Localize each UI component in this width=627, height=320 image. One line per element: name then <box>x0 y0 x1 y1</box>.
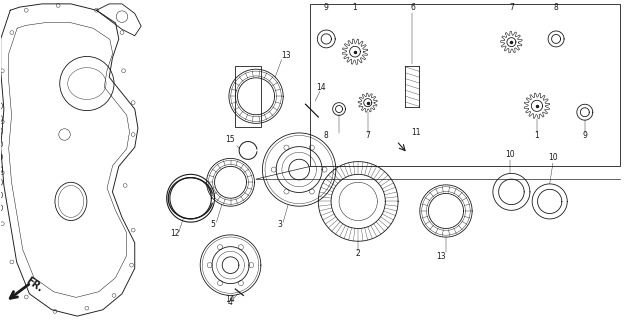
Text: 9: 9 <box>582 131 587 140</box>
Text: 4: 4 <box>228 298 233 307</box>
Text: 2: 2 <box>356 249 361 258</box>
Bar <box>235 66 261 126</box>
Text: 10: 10 <box>505 150 515 159</box>
Text: 1: 1 <box>352 3 357 12</box>
Text: 12: 12 <box>170 229 179 238</box>
Text: 5: 5 <box>211 220 216 229</box>
Text: 10: 10 <box>548 153 557 162</box>
Bar <box>310 4 620 166</box>
Text: 6: 6 <box>410 3 415 12</box>
Text: 14: 14 <box>317 83 326 92</box>
Text: 11: 11 <box>411 127 420 137</box>
Text: 14: 14 <box>226 295 235 304</box>
Text: 8: 8 <box>324 131 329 140</box>
Text: 1: 1 <box>535 131 539 140</box>
Text: 7: 7 <box>366 131 370 140</box>
Text: 8: 8 <box>554 3 559 12</box>
Text: 9: 9 <box>324 3 329 12</box>
Text: 13: 13 <box>282 51 291 60</box>
Text: 7: 7 <box>509 3 514 12</box>
Text: 15: 15 <box>226 135 235 144</box>
Text: FR.: FR. <box>24 276 44 294</box>
Text: 3: 3 <box>278 220 282 229</box>
Text: 13: 13 <box>436 252 446 261</box>
